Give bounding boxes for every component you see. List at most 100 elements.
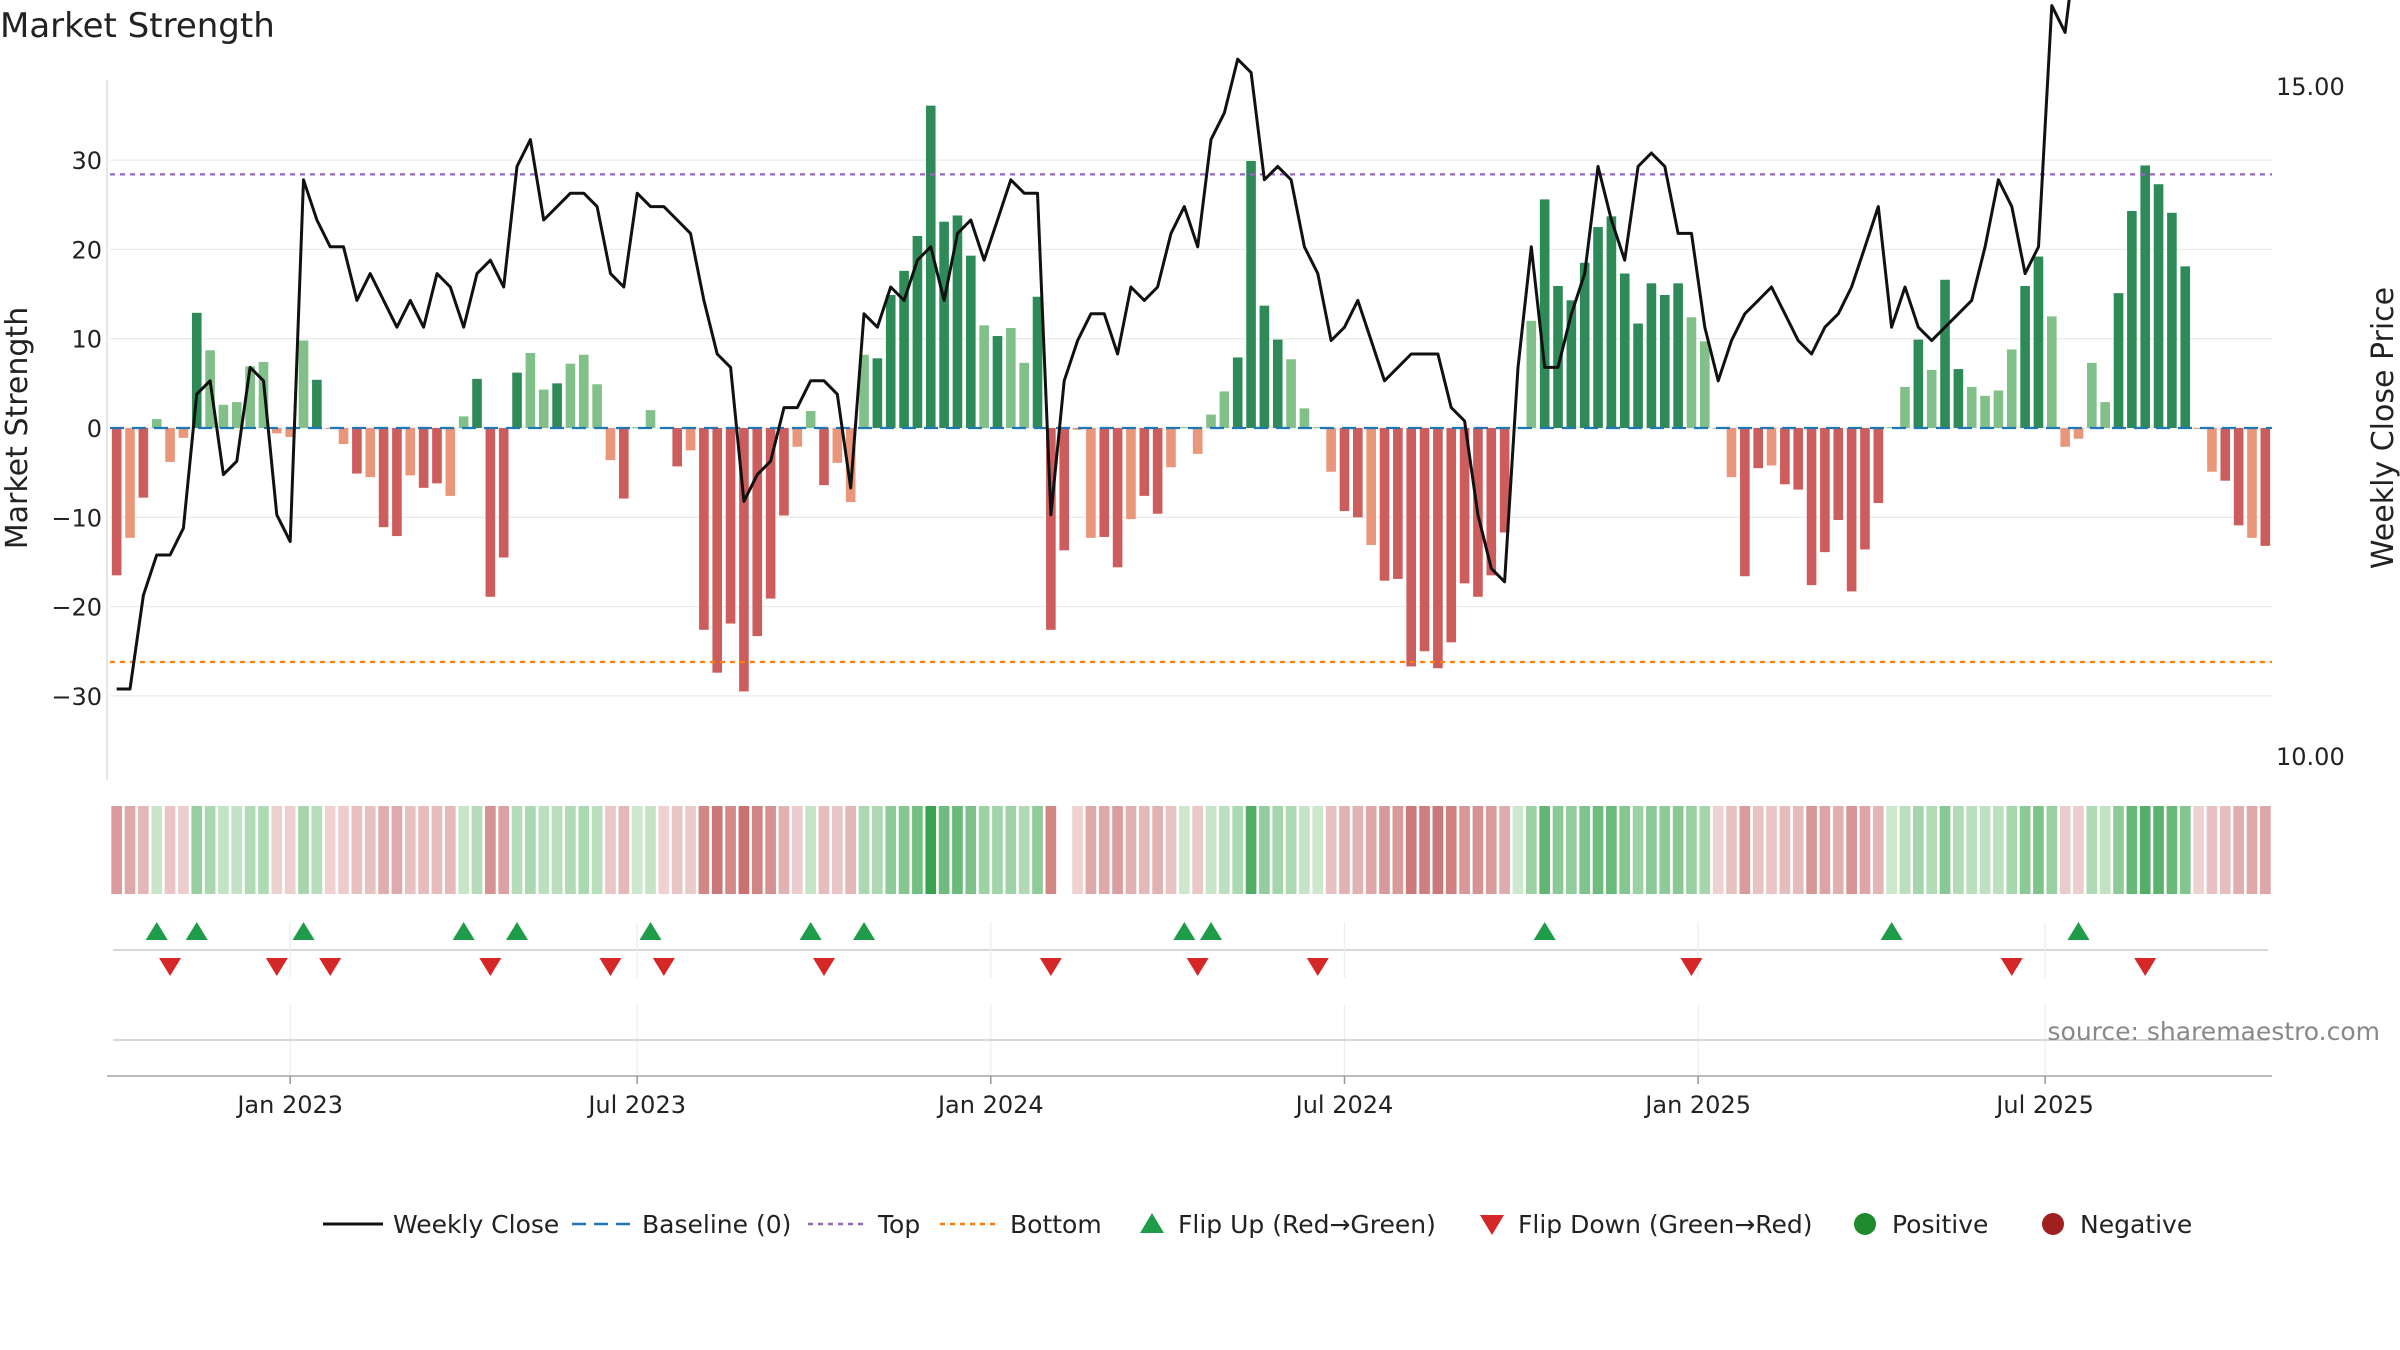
heat-cell [2139,806,2151,894]
strength-bar [992,336,1003,428]
heat-cell [1966,806,1978,894]
flip-up-marker [145,922,168,940]
strength-bar [979,325,989,428]
flip-down-marker [1306,958,1329,976]
heat-cell [271,806,283,894]
heat-cell [1619,806,1631,894]
x-tick-label: Jan 2024 [936,1091,1044,1119]
heat-cell [2059,806,2071,894]
strength-bar [2153,184,2164,428]
heat-cell [2259,806,2271,894]
strength-bar [365,428,376,478]
heat-cell [1018,806,1030,894]
heat-cell [1392,806,1404,894]
strength-bar [1700,341,1710,428]
heat-cell [725,806,736,894]
heat-cell [1886,806,1897,894]
heat-cell [1459,806,1470,894]
heat-cell [1686,806,1697,894]
strength-bar [2127,211,2137,428]
heat-cell [2246,806,2258,894]
heat-cell [1005,806,1017,894]
strength-bar [125,428,135,538]
flip-up-marker [1880,922,1903,940]
strength-bar [632,427,642,429]
strength-bar [565,363,576,428]
heat-cell [311,806,323,894]
strength-bar [899,270,909,428]
heat-cell [765,806,776,894]
heat-cell [284,806,296,894]
heat-cell [791,806,803,894]
strength-bar [1046,428,1056,630]
heat-cell [1512,806,1524,894]
y2-tick-label: 10.00 [2276,743,2345,771]
heat-cell [1899,806,1911,894]
heat-cell [1739,806,1751,894]
strength-bar [472,378,482,428]
heat-cell [2166,806,2178,894]
strength-bar [1566,300,1577,428]
heat-cell [1766,806,1777,894]
strength-bar [1753,428,1763,469]
strength-bar [1886,427,1897,429]
strength-bar [1940,279,1950,428]
gridlines [106,80,2272,780]
strength-bar [1433,428,1443,669]
flip-down-marker [479,958,502,976]
strength-bar [1166,428,1176,468]
heat-cell [1806,806,1817,894]
y-tick-label: −30 [51,683,102,711]
strength-bar [1953,369,1964,428]
heat-cell [2153,806,2164,894]
strength-bar [1659,294,1670,428]
strength-bar [885,294,896,428]
heat-cell [698,806,710,894]
heat-cell [1579,806,1591,894]
strength-bar [1780,428,1790,485]
strength-bar [1579,262,1590,428]
heat-cell [1566,806,1577,894]
strength-bar [2260,428,2271,546]
strength-bar [2207,428,2217,472]
heat-cell [1299,806,1310,894]
strength-bar [458,416,469,428]
x-tick-label: Jul 2023 [586,1091,686,1119]
heat-cell [872,806,883,894]
strength-bar [752,428,763,637]
strength-bar [1459,428,1470,584]
heat-cell [511,806,523,894]
heat-cell [2006,806,2018,894]
y-tick-label: 30 [71,147,102,175]
strength-bar [1833,428,1844,520]
strength-bar [1900,386,1910,428]
weekly-close-line [116,0,2071,691]
heat-cell [1219,806,1230,894]
strength-bar [1619,273,1630,428]
heat-cell [1726,806,1737,894]
heat-cell [1178,806,1190,894]
legend-top: Top [808,1210,920,1239]
lower-panel [107,1005,2272,1077]
heat-cell [378,806,389,894]
heat-cell [565,806,576,894]
strength-bar [178,428,189,438]
heat-cell [778,806,790,894]
y-tick-label: 0 [87,415,102,443]
strength-bar [111,428,122,576]
heat-cell [1312,806,1324,894]
strength-bar [1259,305,1270,428]
heat-cell [1646,806,1657,894]
heat-cell [258,806,269,894]
heat-cell [858,806,870,894]
heat-cell [1072,806,1083,894]
flip-up-marker [452,922,475,940]
strength-bar [699,428,709,630]
strength-bar [1820,428,1830,553]
strength-bar [1179,427,1190,429]
strength-bar [1846,428,1857,592]
flip-down-marker [1186,958,1209,976]
heat-cell [1913,806,1924,894]
strength-bars [111,105,2271,692]
heat-cell [2099,806,2111,894]
